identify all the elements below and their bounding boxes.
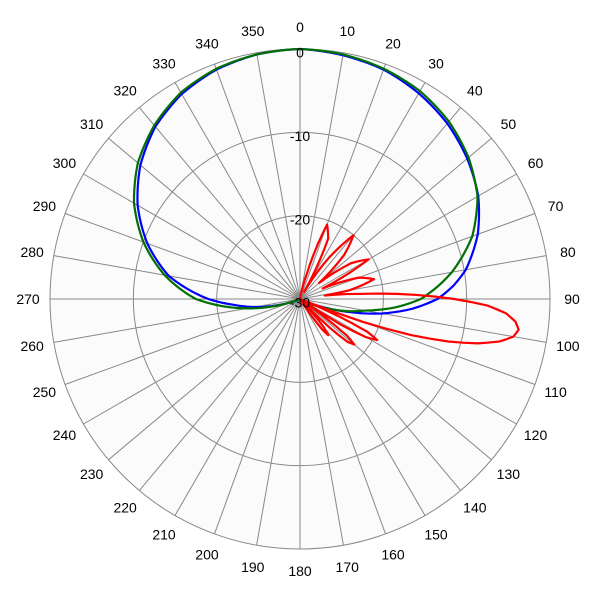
grid-spoke: [64, 213, 301, 300]
angle-tick-label: 30: [428, 55, 444, 71]
angle-tick-label: 290: [33, 198, 57, 214]
angle-tick-label: 120: [524, 427, 548, 443]
radial-tick-label: -30: [290, 295, 310, 311]
angle-tick-label: 280: [20, 244, 44, 260]
angle-tick-label: 150: [424, 527, 448, 543]
angle-tick-label: 330: [152, 55, 176, 71]
grid-spoke: [299, 298, 386, 535]
grid-spoke: [83, 298, 301, 425]
angle-tick-label: 100: [556, 338, 580, 354]
angle-tick-label: 210: [152, 527, 176, 543]
radial-tick-labels: 0 -10 -20 -30: [290, 45, 310, 311]
grid-spoke: [108, 298, 301, 461]
series-layer: [132, 47, 520, 346]
grid-spoke: [138, 107, 301, 300]
grid-spoke: [174, 298, 301, 516]
grid-spoke: [299, 173, 517, 300]
angle-tick-label: 350: [241, 23, 265, 39]
angle-tick-label: 50: [501, 116, 517, 132]
grid-spoke: [299, 63, 386, 300]
angle-tick-label: 130: [497, 466, 521, 482]
angle-tick-label: 160: [381, 547, 405, 563]
grid-spoke: [174, 82, 301, 300]
grid-spoke: [299, 107, 462, 300]
angle-tick-label: 90: [564, 291, 580, 307]
angle-tick-label: 70: [548, 198, 564, 214]
grid-spoke: [138, 298, 301, 491]
angle-tick-label: 240: [53, 427, 77, 443]
angle-tick-label: 40: [467, 83, 483, 99]
angle-tick-label: 340: [195, 35, 219, 51]
grid-spoke: [256, 298, 301, 546]
grid-spoke: [299, 298, 492, 461]
grid-spoke: [214, 298, 301, 535]
grid-spoke: [299, 137, 492, 300]
grid-spoke: [299, 298, 344, 546]
radial-tick-label: 0: [296, 45, 304, 61]
grid-spoke: [299, 82, 426, 300]
grid-spoke: [64, 298, 301, 385]
angle-tick-label: 140: [463, 499, 487, 515]
angle-tick-label: 170: [336, 559, 360, 575]
angle-tick-label: 300: [53, 155, 77, 171]
radial-tick-label: -10: [290, 128, 310, 144]
radial-tick-label: -20: [290, 211, 310, 227]
grid-spoke: [83, 173, 301, 300]
angle-tick-label: 230: [80, 466, 104, 482]
angle-tick-labels: 0 10 20 30 40 50 60 70 80 90 100 110 120 130 140 150 160…: [16, 19, 580, 579]
grid-spoke: [53, 255, 301, 300]
angle-tick-label: 310: [80, 116, 104, 132]
grid-spoke: [256, 52, 301, 300]
grid-spoke: [299, 52, 344, 300]
grid-spoke: [299, 213, 536, 300]
angle-tick-label: 80: [560, 244, 576, 260]
angle-tick-label: 190: [241, 559, 265, 575]
grid-spoke: [214, 63, 301, 300]
angle-tick-label: 60: [528, 155, 544, 171]
series-line-3: [298, 223, 520, 346]
angle-tick-label: 10: [339, 23, 355, 39]
angle-tick-label: 250: [33, 384, 57, 400]
angle-tick-label: 180: [288, 563, 312, 579]
angle-tick-label: 320: [113, 83, 137, 99]
angle-tick-label: 110: [544, 384, 567, 400]
grid-spoke: [299, 298, 517, 425]
angle-tick-label: 20: [385, 35, 401, 51]
angle-tick-label: 260: [20, 338, 44, 354]
angle-tick-label: 200: [195, 547, 219, 563]
angle-tick-label: 270: [16, 291, 40, 307]
grid-spoke: [299, 298, 426, 516]
angle-tick-label: 0: [296, 19, 304, 35]
grid-spoke: [299, 298, 547, 343]
angle-tick-label: 220: [113, 499, 137, 515]
